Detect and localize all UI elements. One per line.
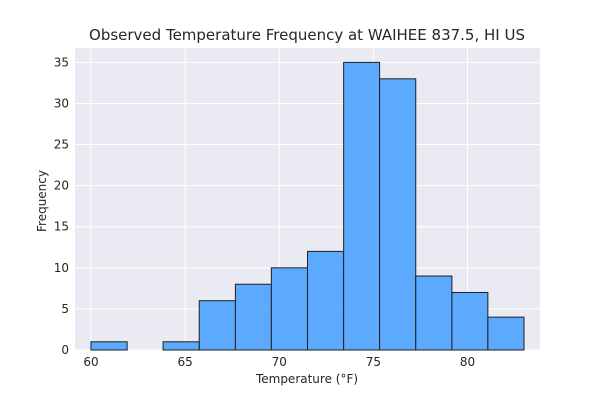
x-axis-ticks: 60 65 70 75 80 <box>83 355 475 369</box>
histogram-bar <box>234 283 272 351</box>
x-tick-label: 75 <box>366 355 381 369</box>
histogram-bar <box>198 300 236 351</box>
histogram-bar <box>162 341 200 351</box>
y-tick-label: 10 <box>54 261 69 275</box>
x-axis-label: Temperature (°F) <box>255 372 358 386</box>
histogram-bar <box>487 316 525 351</box>
y-tick-label: 20 <box>54 179 69 193</box>
y-tick-label: 5 <box>61 302 69 316</box>
x-tick-label: 70 <box>272 355 287 369</box>
y-axis-ticks: 0 5 10 15 20 25 30 35 <box>54 55 69 357</box>
y-tick-label: 30 <box>54 96 69 110</box>
x-tick-label: 60 <box>83 355 98 369</box>
chart-title: Observed Temperature Frequency at WAIHEE… <box>89 26 525 44</box>
grid-lines <box>75 48 540 351</box>
histogram-bar <box>451 291 489 351</box>
histogram-bar <box>379 78 417 351</box>
histogram-bar <box>307 250 345 351</box>
histogram-bars <box>90 61 525 351</box>
y-tick-label: 25 <box>54 138 69 152</box>
histogram-bar <box>415 275 453 351</box>
y-tick-label: 15 <box>54 220 69 234</box>
y-axis-label: Frequency <box>35 170 49 232</box>
y-tick-label: 35 <box>54 55 69 69</box>
histogram-bar <box>90 341 128 351</box>
y-tick-label: 0 <box>61 343 69 357</box>
x-tick-label: 80 <box>460 355 475 369</box>
histogram-bar <box>343 61 381 351</box>
histogram-bar <box>270 267 308 351</box>
x-tick-label: 65 <box>177 355 192 369</box>
